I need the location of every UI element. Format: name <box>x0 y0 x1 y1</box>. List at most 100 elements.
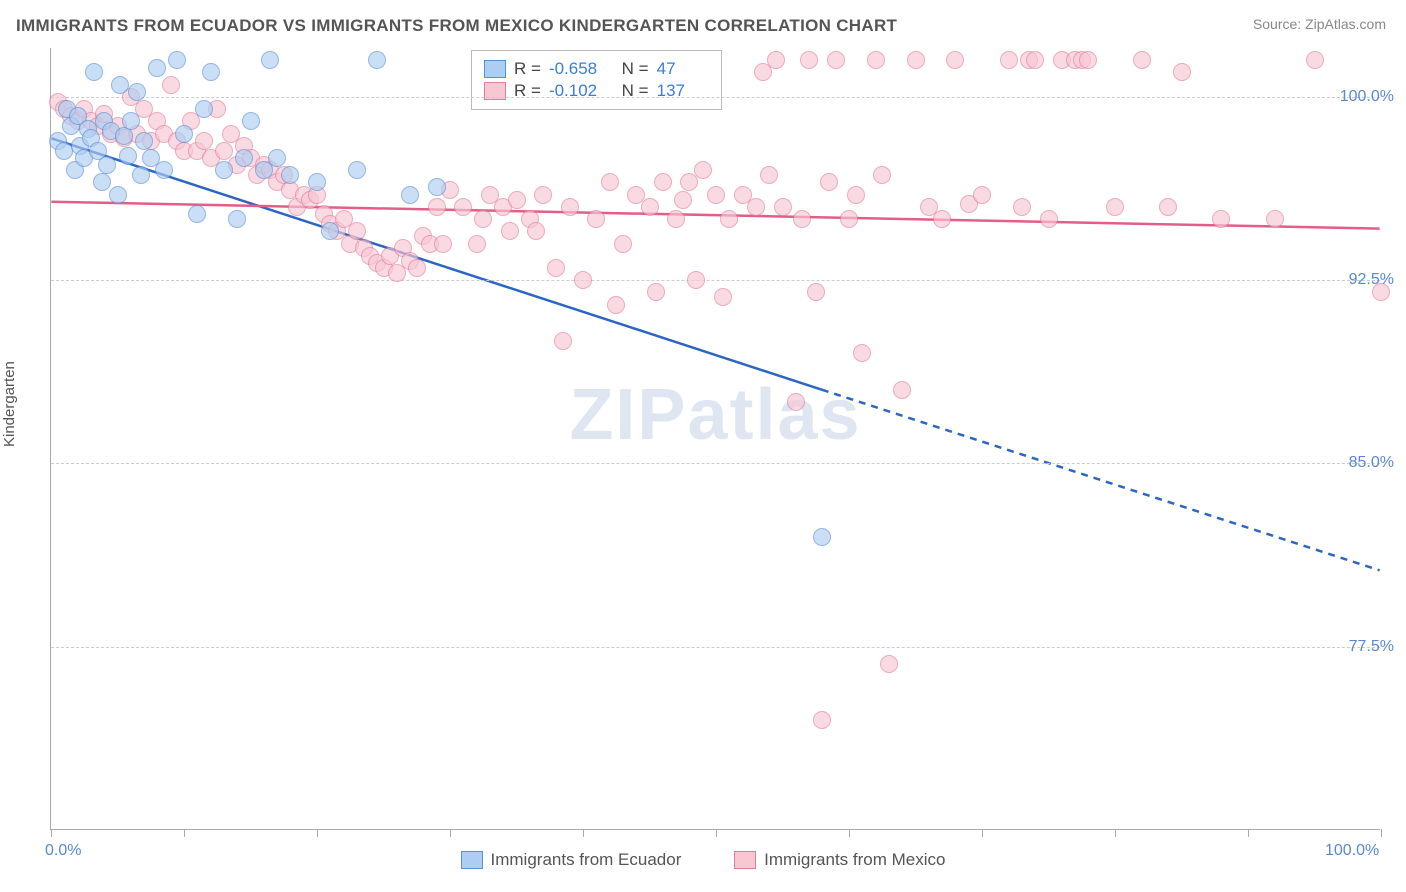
data-point-mexico <box>607 296 625 314</box>
plot-area: ZIPatlas R = -0.658 N = 47 R = -0.102 N … <box>50 48 1380 830</box>
x-tick <box>1115 829 1116 837</box>
data-point-mexico <box>1212 210 1230 228</box>
data-point-mexico <box>820 173 838 191</box>
data-point-mexico <box>767 51 785 69</box>
data-point-mexico <box>973 186 991 204</box>
data-point-ecuador <box>428 178 446 196</box>
data-point-mexico <box>747 198 765 216</box>
data-point-ecuador <box>122 112 140 130</box>
data-point-mexico <box>867 51 885 69</box>
data-point-mexico <box>501 222 519 240</box>
data-point-ecuador <box>175 125 193 143</box>
data-point-ecuador <box>148 59 166 77</box>
correlation-stats-box: R = -0.658 N = 47 R = -0.102 N = 137 <box>471 50 722 110</box>
swatch-ecuador <box>484 60 506 78</box>
x-tick <box>716 829 717 837</box>
data-point-ecuador <box>135 132 153 150</box>
data-point-mexico <box>1266 210 1284 228</box>
y-tick-label: 100.0% <box>1340 88 1394 106</box>
data-point-ecuador <box>215 161 233 179</box>
data-point-ecuador <box>98 156 116 174</box>
data-point-mexico <box>787 393 805 411</box>
data-point-ecuador <box>235 149 253 167</box>
data-point-mexico <box>873 166 891 184</box>
data-point-ecuador <box>111 76 129 94</box>
data-point-mexico <box>527 222 545 240</box>
data-point-mexico <box>574 271 592 289</box>
data-point-ecuador <box>188 205 206 223</box>
data-point-ecuador <box>321 222 339 240</box>
gridline-h <box>51 97 1380 98</box>
stats-row-mexico: R = -0.102 N = 137 <box>484 81 709 101</box>
data-point-mexico <box>714 288 732 306</box>
data-point-ecuador <box>155 161 173 179</box>
x-tick <box>982 829 983 837</box>
y-tick-label: 77.5% <box>1349 638 1394 656</box>
y-tick-label: 85.0% <box>1349 454 1394 472</box>
data-point-mexico <box>654 173 672 191</box>
watermark: ZIPatlas <box>569 374 861 456</box>
data-point-mexico <box>434 235 452 253</box>
data-point-mexico <box>793 210 811 228</box>
trendline <box>51 202 1379 229</box>
data-point-mexico <box>428 198 446 216</box>
swatch-mexico <box>734 851 756 869</box>
x-tick <box>317 829 318 837</box>
data-point-ecuador <box>348 161 366 179</box>
data-point-mexico <box>1000 51 1018 69</box>
data-point-ecuador <box>308 173 326 191</box>
data-point-mexico <box>162 76 180 94</box>
data-point-mexico <box>1133 51 1151 69</box>
gridline-h <box>51 280 1380 281</box>
data-point-ecuador <box>368 51 386 69</box>
data-point-mexico <box>508 191 526 209</box>
legend-label-mexico: Immigrants from Mexico <box>764 850 945 870</box>
data-point-mexico <box>554 332 572 350</box>
r-value-ecuador: -0.658 <box>549 59 601 79</box>
n-label: N = <box>622 59 649 79</box>
r-value-mexico: -0.102 <box>549 81 601 101</box>
data-point-mexico <box>774 198 792 216</box>
n-value-mexico: 137 <box>657 81 709 101</box>
data-point-ecuador <box>119 147 137 165</box>
n-label: N = <box>622 81 649 101</box>
r-label: R = <box>514 81 541 101</box>
data-point-mexico <box>1306 51 1324 69</box>
bottom-legend: Immigrants from Ecuador Immigrants from … <box>0 850 1406 874</box>
data-point-ecuador <box>261 51 279 69</box>
data-point-ecuador <box>228 210 246 228</box>
n-value-ecuador: 47 <box>657 59 709 79</box>
chart-title: IMMIGRANTS FROM ECUADOR VS IMMIGRANTS FR… <box>16 16 897 36</box>
data-point-ecuador <box>202 63 220 81</box>
data-point-mexico <box>720 210 738 228</box>
data-point-ecuador <box>268 149 286 167</box>
data-point-ecuador <box>128 83 146 101</box>
data-point-mexico <box>647 283 665 301</box>
data-point-mexico <box>601 173 619 191</box>
data-point-ecuador <box>168 51 186 69</box>
data-point-ecuador <box>401 186 419 204</box>
data-point-mexico <box>561 198 579 216</box>
gridline-h <box>51 463 1380 464</box>
data-point-mexico <box>667 210 685 228</box>
data-point-ecuador <box>813 528 831 546</box>
data-point-mexico <box>1040 210 1058 228</box>
data-point-mexico <box>1013 198 1031 216</box>
data-point-mexico <box>195 132 213 150</box>
data-point-ecuador <box>132 166 150 184</box>
data-point-mexico <box>474 210 492 228</box>
data-point-mexico <box>800 51 818 69</box>
data-point-mexico <box>587 210 605 228</box>
data-point-mexico <box>807 283 825 301</box>
x-tick <box>450 829 451 837</box>
data-point-mexico <box>946 51 964 69</box>
data-point-ecuador <box>109 186 127 204</box>
data-point-mexico <box>1079 51 1097 69</box>
trendline <box>822 390 1380 571</box>
data-point-mexico <box>1173 63 1191 81</box>
data-point-mexico <box>547 259 565 277</box>
legend-item-mexico: Immigrants from Mexico <box>734 850 945 870</box>
data-point-mexico <box>687 271 705 289</box>
data-point-mexico <box>1106 198 1124 216</box>
x-tick <box>583 829 584 837</box>
